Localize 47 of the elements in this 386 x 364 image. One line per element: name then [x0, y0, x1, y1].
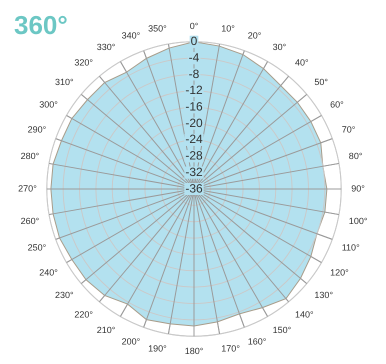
spoke-label: 170°: [221, 344, 240, 354]
spoke-label: 150°: [272, 325, 292, 336]
y-tick-label: 0: [190, 34, 198, 48]
y-tick-label: -20: [185, 116, 203, 130]
spoke-label: 310°: [54, 77, 74, 88]
y-tick-label: -28: [185, 148, 203, 163]
spoke-label: 290°: [28, 124, 47, 134]
spoke-label: 330°: [96, 42, 116, 52]
spoke-label: 220°: [74, 309, 94, 320]
spoke-label: 300°: [39, 99, 58, 110]
spoke-label: 10°: [221, 23, 236, 34]
spoke-label: 50°: [314, 77, 328, 88]
spoke-label: 70°: [342, 124, 356, 134]
spoke-label: 100°: [348, 216, 368, 226]
y-tick-label: -8: [188, 66, 200, 81]
spoke-label: 280°: [20, 150, 40, 161]
spoke-label: 190°: [148, 344, 168, 354]
spoke-label: 230°: [54, 290, 74, 300]
spoke-label: 250°: [28, 242, 47, 253]
spoke-label: 260°: [20, 216, 40, 226]
spoke-label: 140°: [295, 309, 314, 320]
spoke-label: 110°: [342, 242, 360, 253]
spoke-label: 120°: [330, 267, 350, 278]
y-tick-label: -32: [185, 164, 203, 179]
chart-title: 360°: [14, 10, 68, 41]
spoke-label: 80°: [348, 150, 363, 161]
spoke-label: 160°: [248, 336, 267, 347]
spoke-label: 90°: [351, 183, 366, 194]
spoke-label: 340°: [122, 30, 141, 40]
spoke-label: 180°: [184, 346, 204, 356]
spoke-label: 0°: [190, 20, 199, 31]
spoke-label: 200°: [122, 336, 141, 347]
spoke-label: 320°: [74, 58, 94, 68]
y-tick-label: -12: [185, 83, 203, 98]
spoke-label: 20°: [248, 30, 262, 40]
spoke-label: 350°: [148, 23, 168, 34]
y-tick-label: -4: [188, 50, 200, 64]
spoke-label: 40°: [295, 58, 310, 68]
y-tick-label: -16: [185, 100, 203, 114]
spoke-label: 210°: [96, 325, 116, 336]
spoke-label: 240°: [39, 267, 58, 278]
y-tick-label: -24: [185, 132, 203, 146]
spoke-label: 30°: [272, 42, 287, 52]
spoke-label: 270°: [18, 183, 38, 194]
y-tick-label: -36: [185, 181, 203, 196]
spoke-label: 60°: [330, 99, 344, 110]
spoke-label: 130°: [314, 290, 334, 300]
